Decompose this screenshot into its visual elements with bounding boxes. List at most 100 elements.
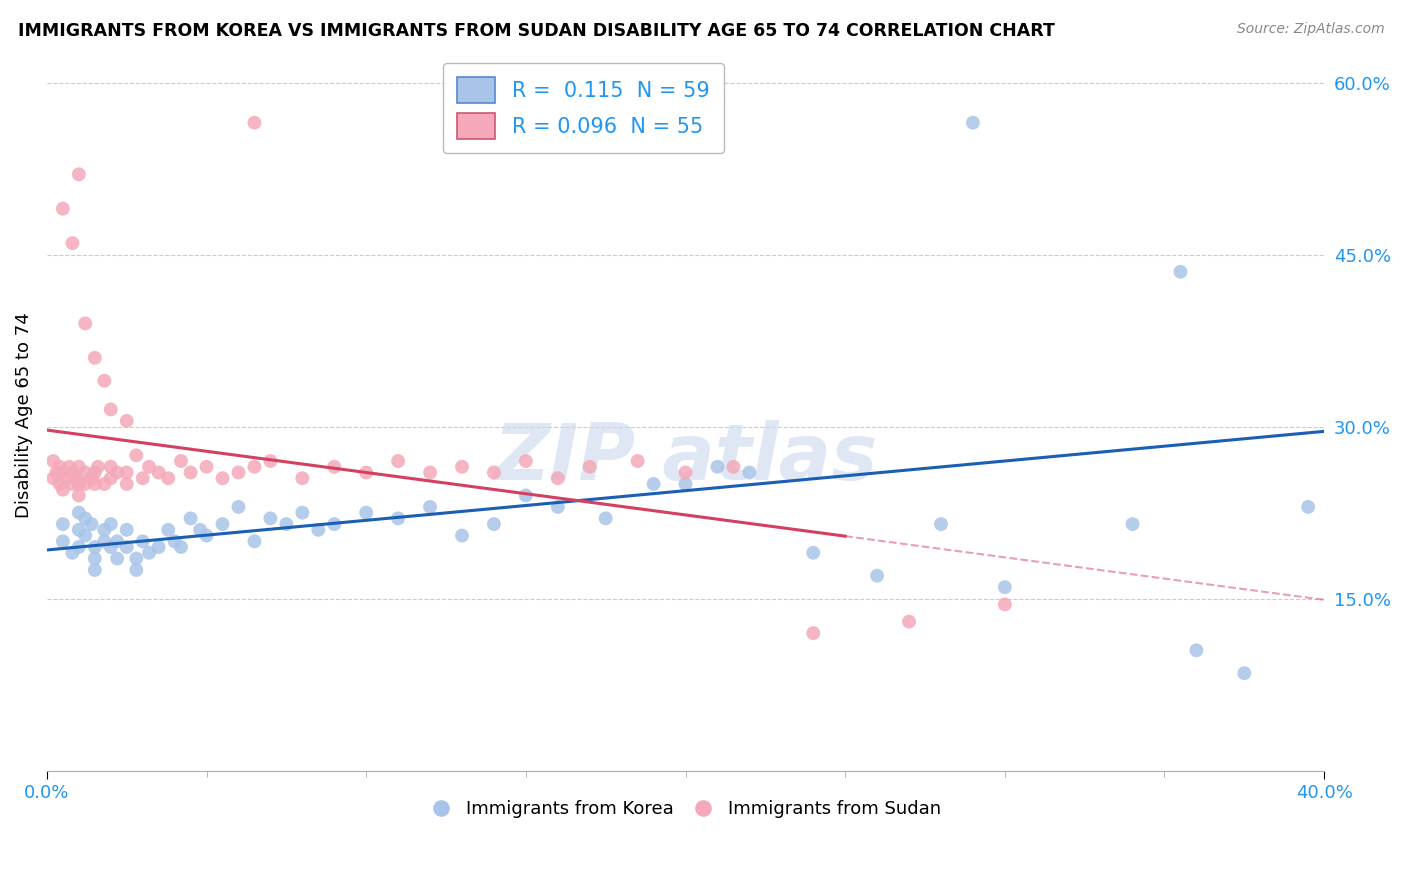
Point — [93, 477, 115, 491]
Point — [515, 488, 537, 502]
Point — [243, 459, 266, 474]
Point — [354, 466, 377, 480]
Point — [211, 471, 233, 485]
Point — [994, 598, 1017, 612]
Point — [675, 477, 697, 491]
Point — [52, 517, 75, 532]
Point — [83, 351, 105, 365]
Point — [52, 466, 75, 480]
Point — [115, 523, 138, 537]
Point — [75, 511, 97, 525]
Point — [866, 568, 889, 582]
Point — [801, 546, 824, 560]
Point — [307, 523, 329, 537]
Point — [547, 500, 569, 514]
Y-axis label: Disability Age 65 to 74: Disability Age 65 to 74 — [15, 312, 32, 518]
Point — [259, 511, 281, 525]
Point — [1233, 666, 1256, 681]
Point — [738, 466, 761, 480]
Point — [83, 551, 105, 566]
Point — [115, 414, 138, 428]
Point — [451, 459, 474, 474]
Point — [93, 523, 115, 537]
Legend: Immigrants from Korea, Immigrants from Sudan: Immigrants from Korea, Immigrants from S… — [423, 793, 948, 826]
Point — [898, 615, 921, 629]
Point — [323, 517, 346, 532]
Point — [42, 454, 65, 468]
Point — [228, 500, 250, 514]
Point — [595, 511, 617, 525]
Point — [259, 454, 281, 468]
Text: IMMIGRANTS FROM KOREA VS IMMIGRANTS FROM SUDAN DISABILITY AGE 65 TO 74 CORRELATI: IMMIGRANTS FROM KOREA VS IMMIGRANTS FROM… — [18, 22, 1054, 40]
Point — [276, 517, 298, 532]
Point — [100, 517, 122, 532]
Point — [67, 167, 90, 181]
Point — [675, 466, 697, 480]
Point — [451, 528, 474, 542]
Point — [52, 202, 75, 216]
Point — [962, 116, 984, 130]
Point — [105, 551, 128, 566]
Point — [387, 511, 409, 525]
Point — [100, 402, 122, 417]
Point — [100, 459, 122, 474]
Point — [75, 466, 97, 480]
Point — [157, 523, 180, 537]
Point — [48, 477, 70, 491]
Point — [170, 540, 193, 554]
Point — [157, 471, 180, 485]
Point — [180, 466, 202, 480]
Text: Source: ZipAtlas.com: Source: ZipAtlas.com — [1237, 22, 1385, 37]
Point — [62, 236, 84, 251]
Point — [131, 471, 153, 485]
Point — [354, 506, 377, 520]
Point — [62, 546, 84, 560]
Point — [1122, 517, 1144, 532]
Point — [387, 454, 409, 468]
Point — [180, 511, 202, 525]
Point — [42, 471, 65, 485]
Point — [100, 471, 122, 485]
Point — [211, 517, 233, 532]
Point — [138, 459, 160, 474]
Point — [105, 534, 128, 549]
Point — [706, 459, 728, 474]
Point — [515, 454, 537, 468]
Point — [163, 534, 186, 549]
Point — [723, 459, 745, 474]
Point — [100, 540, 122, 554]
Point — [67, 459, 90, 474]
Point — [67, 523, 90, 537]
Point — [291, 471, 314, 485]
Point — [138, 546, 160, 560]
Point — [67, 488, 90, 502]
Point — [93, 374, 115, 388]
Point — [419, 500, 441, 514]
Point — [62, 466, 84, 480]
Point — [547, 471, 569, 485]
Point — [419, 466, 441, 480]
Point — [87, 459, 110, 474]
Point — [80, 517, 103, 532]
Point — [52, 483, 75, 497]
Point — [93, 534, 115, 549]
Text: ZIP atlas: ZIP atlas — [494, 420, 877, 496]
Point — [994, 580, 1017, 594]
Point — [627, 454, 650, 468]
Point — [55, 471, 77, 485]
Point — [83, 466, 105, 480]
Point — [643, 477, 665, 491]
Point — [125, 563, 148, 577]
Point — [195, 528, 218, 542]
Point — [75, 477, 97, 491]
Point — [67, 477, 90, 491]
Point — [801, 626, 824, 640]
Point — [148, 466, 170, 480]
Point — [45, 466, 67, 480]
Point — [243, 116, 266, 130]
Point — [115, 466, 138, 480]
Point — [83, 477, 105, 491]
Point — [65, 471, 87, 485]
Point — [115, 540, 138, 554]
Point — [170, 454, 193, 468]
